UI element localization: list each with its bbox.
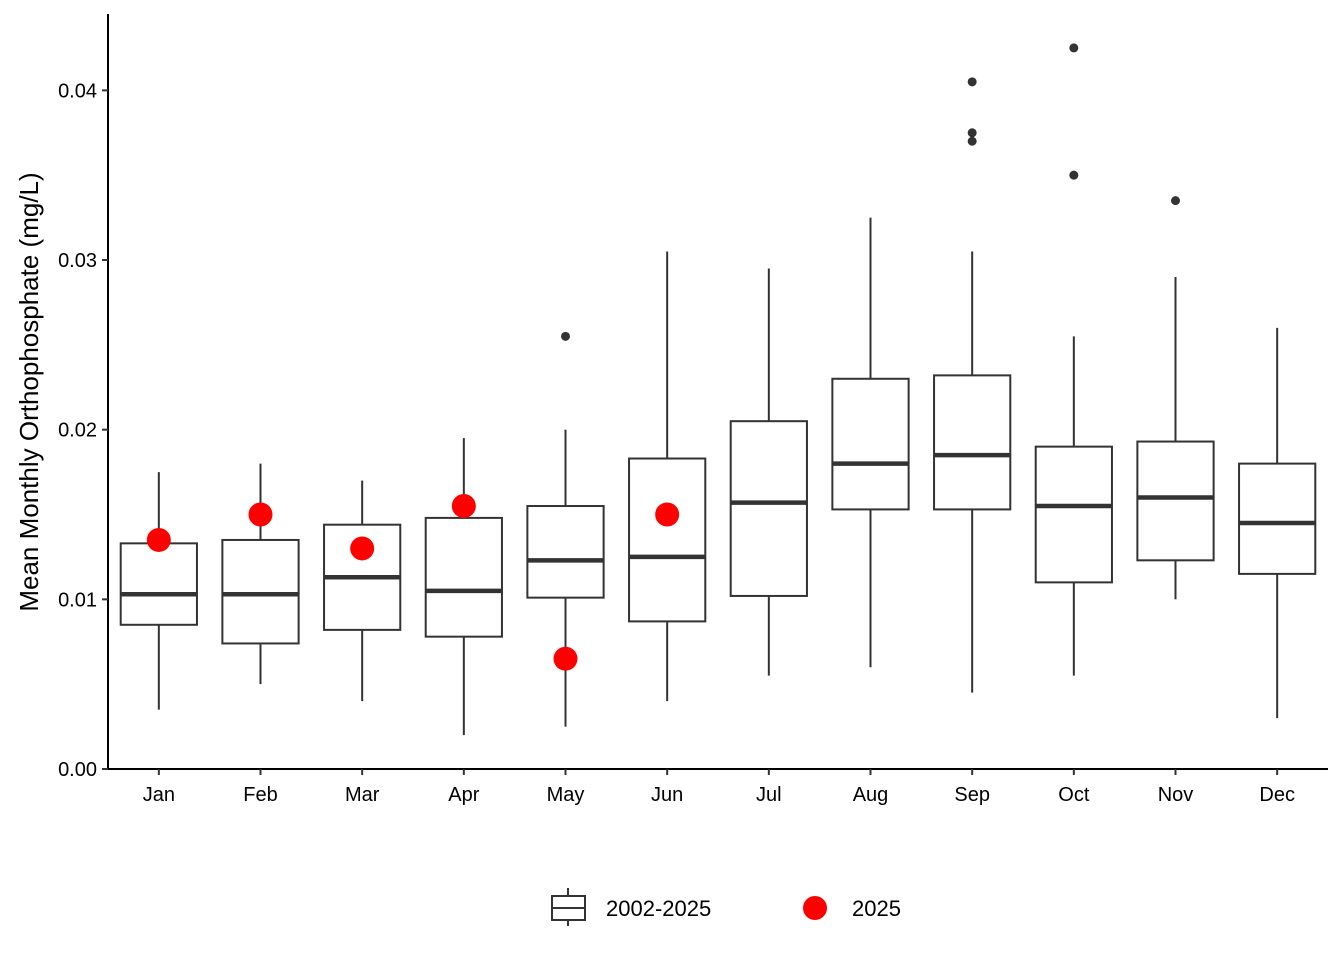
point-2025-may [553,646,578,671]
legend-point-key [803,896,827,920]
x-tick-label-mar: Mar [345,784,380,806]
outlier-point-sep-3 [967,77,977,87]
x-tick-label-jun: Jun [651,784,683,806]
box-jun [628,457,707,623]
box-oct [1034,445,1113,584]
box-sep [933,374,1012,511]
x-tick-label-may: May [547,784,585,806]
legend-label-2025: 2025 [852,896,901,921]
x-tick-label-feb: Feb [243,784,277,806]
outlier-point-oct-2 [1069,43,1079,53]
y-tick-label: 0.00 [58,759,97,781]
point-2025-jan [146,527,171,552]
y-tick-label: 0.01 [58,589,97,611]
outlier-point-may-1 [561,331,570,341]
point-2025-mar [350,536,375,561]
x-tick-label-aug: Aug [853,784,889,806]
x-tick-label-nov: Nov [1158,784,1194,806]
x-tick-label-sep: Sep [954,784,990,806]
box-feb [221,538,300,645]
outlier-point-oct-1 [1069,170,1079,180]
box-apr [424,516,503,638]
box-may [526,505,605,599]
x-tick-label-apr: Apr [448,784,479,806]
y-tick-label: 0.02 [58,420,97,442]
outlier-point-sep-2 [967,128,977,138]
point-2025-jun [655,502,680,527]
x-tick-label-oct: Oct [1058,784,1090,806]
x-tick-label-jan: Jan [143,784,175,806]
y-tick-label: 0.03 [58,250,97,272]
outlier-point-nov-1 [1171,196,1180,206]
legend-box-key [551,888,586,926]
box-nov [1136,440,1215,562]
x-tick-label-dec: Dec [1259,784,1295,806]
box-dec [1238,462,1317,575]
x-tick-label-jul: Jul [756,784,782,806]
point-2025-apr [451,494,476,519]
point-2025-feb [248,502,273,527]
y-axis-title: Mean Monthly Orthophosphate (mg/L) [14,172,44,611]
box-jan [119,542,198,626]
outlier-point-sep-1 [967,136,977,146]
box-jul [729,420,808,597]
y-tick-label: 0.04 [58,80,97,102]
box-aug [831,377,910,511]
legend-label-2002-2025: 2002-2025 [606,896,711,921]
